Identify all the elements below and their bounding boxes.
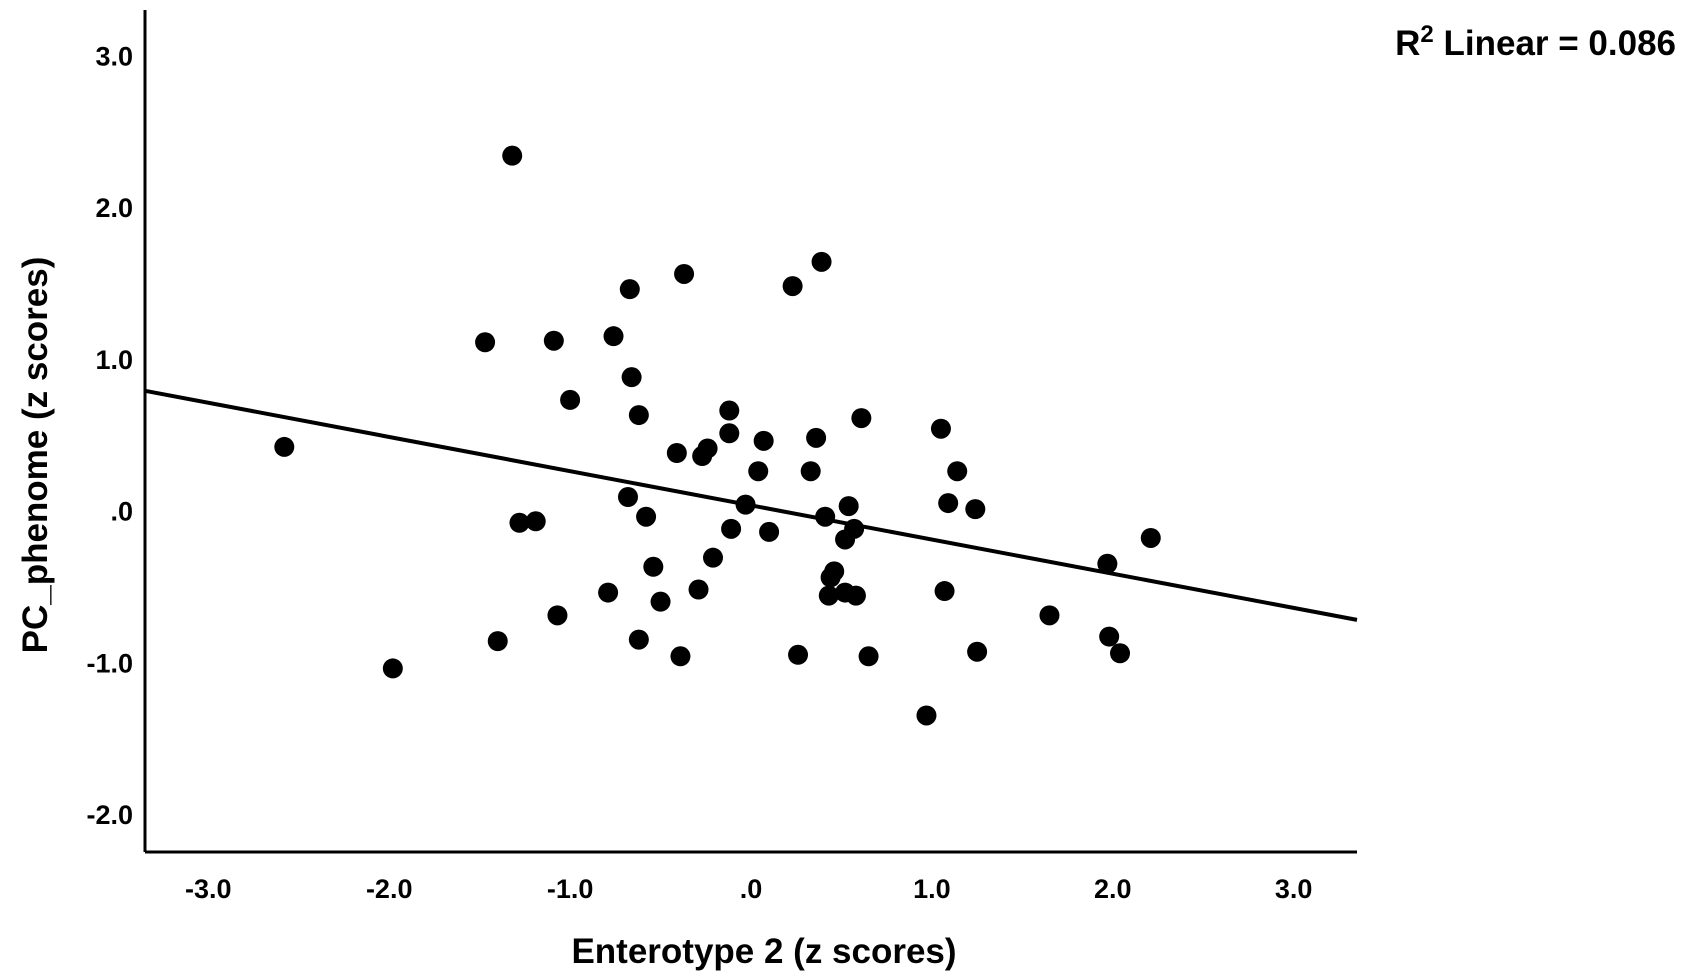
data-point [719,400,740,421]
data-point [650,591,671,612]
data-points [274,145,1161,726]
data-point [824,561,845,582]
y-tick-label: 2.0 [95,193,133,223]
data-point [502,145,523,166]
data-point [748,461,769,482]
data-point [617,486,638,507]
data-point [703,547,724,568]
data-point [753,430,774,451]
data-point [965,499,986,520]
r2-value: Linear = 0.086 [1434,24,1676,63]
data-point [811,251,832,272]
data-point [598,582,619,603]
data-point [525,511,546,532]
y-tick-label: .0 [110,497,133,527]
data-point [621,367,642,388]
data-point [838,496,859,517]
data-point [670,646,691,667]
data-point [547,605,568,626]
x-tick-label: -1.0 [547,874,594,904]
data-point [1039,605,1060,626]
data-point [818,585,839,606]
data-point [782,276,803,297]
data-point [382,658,403,679]
x-tick-label: 2.0 [1094,874,1132,904]
data-point [934,581,955,602]
y-tick-label: -2.0 [86,800,133,830]
data-point [274,436,295,457]
data-point [475,332,496,353]
data-point [674,263,695,284]
data-point [636,506,657,527]
data-point [1099,626,1120,647]
y-tick-label: 1.0 [95,345,133,375]
data-point [721,518,742,539]
data-point [543,330,564,351]
y-axis-title: PC_phenome (z scores) [16,257,55,654]
data-point [697,438,718,459]
linear-fit-line [144,388,1358,622]
data-point [947,461,968,482]
data-point [806,427,827,448]
data-point [688,579,709,600]
y-tick-label: 3.0 [95,42,133,72]
data-point [509,512,530,533]
data-point [845,585,866,606]
data-point [619,279,640,300]
data-point [851,408,872,429]
data-point [916,705,937,726]
data-point [560,389,581,410]
data-point [628,405,649,426]
x-axis-title: Enterotype 2 (z scores) [571,932,956,971]
data-point [719,423,740,444]
x-axis-ticks: -3.0 -2.0 -1.0 .0 1.0 2.0 3.0 [185,874,1312,904]
y-tick-label: -1.0 [86,648,133,678]
data-point [759,521,780,542]
data-point [1110,643,1131,664]
data-point [603,326,624,347]
x-tick-label: 3.0 [1275,874,1313,904]
data-point [858,646,879,667]
data-point [967,641,988,662]
data-point [938,493,959,514]
data-point [487,631,508,652]
x-tick-label: 1.0 [913,874,951,904]
data-point [788,644,809,665]
data-point [666,442,687,463]
data-point [1140,527,1161,548]
x-tick-label: .0 [740,874,763,904]
data-point [930,418,951,439]
data-point [800,461,821,482]
r2-superscript: 2 [1420,21,1433,48]
r2-prefix: R [1395,24,1420,63]
x-tick-label: -2.0 [366,874,413,904]
data-point [1097,553,1118,574]
data-point [628,629,649,650]
x-tick-label: -3.0 [185,874,232,904]
y-axis-ticks: 3.0 2.0 1.0 .0 -1.0 -2.0 [86,42,133,831]
r-squared-annotation: R2 Linear = 0.086 [1395,21,1676,63]
data-point [643,556,664,577]
